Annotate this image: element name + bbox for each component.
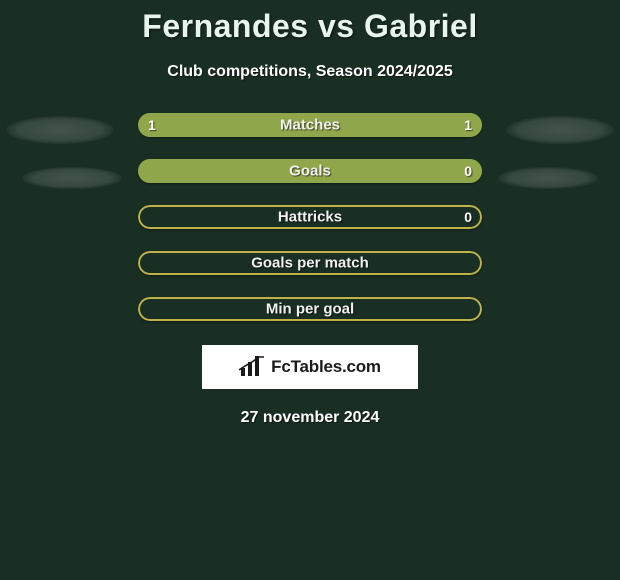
stat-label: Matches [280,117,340,134]
stat-label: Goals [289,163,331,180]
brand-text: FcTables.com [271,357,381,377]
stat-row: 1 1 Matches [138,113,482,137]
stat-row: 0 Goals [138,159,482,183]
stat-value-left: 1 [148,117,156,133]
stat-value-right: 0 [464,163,472,179]
player-left-glow-bot [22,167,122,189]
brand-box[interactable]: FcTables.com [202,345,418,389]
stat-label: Min per goal [266,301,354,318]
player-left-glow-top [6,116,114,144]
stat-row: 0 Hattricks [138,205,482,229]
stat-bars: 1 1 Matches 0 Goals 0 Hattricks Goals per match… [138,113,482,321]
stat-row: Goals per match [138,251,482,275]
stat-row: Min per goal [138,297,482,321]
stat-value-right: 1 [464,117,472,133]
stat-value-right: 0 [464,209,472,225]
player-right-glow-top [506,116,614,144]
page-title: Fernandes vs Gabriel [0,0,620,45]
date-line: 27 november 2024 [0,409,620,427]
comparison-chart: 1 1 Matches 0 Goals 0 Hattricks Goals per match… [0,113,620,321]
stat-label: Goals per match [251,255,369,272]
stat-label: Hattricks [278,209,342,226]
bar-chart-icon [239,356,265,378]
player-right-glow-bot [498,167,598,189]
subtitle: Club competitions, Season 2024/2025 [0,63,620,81]
